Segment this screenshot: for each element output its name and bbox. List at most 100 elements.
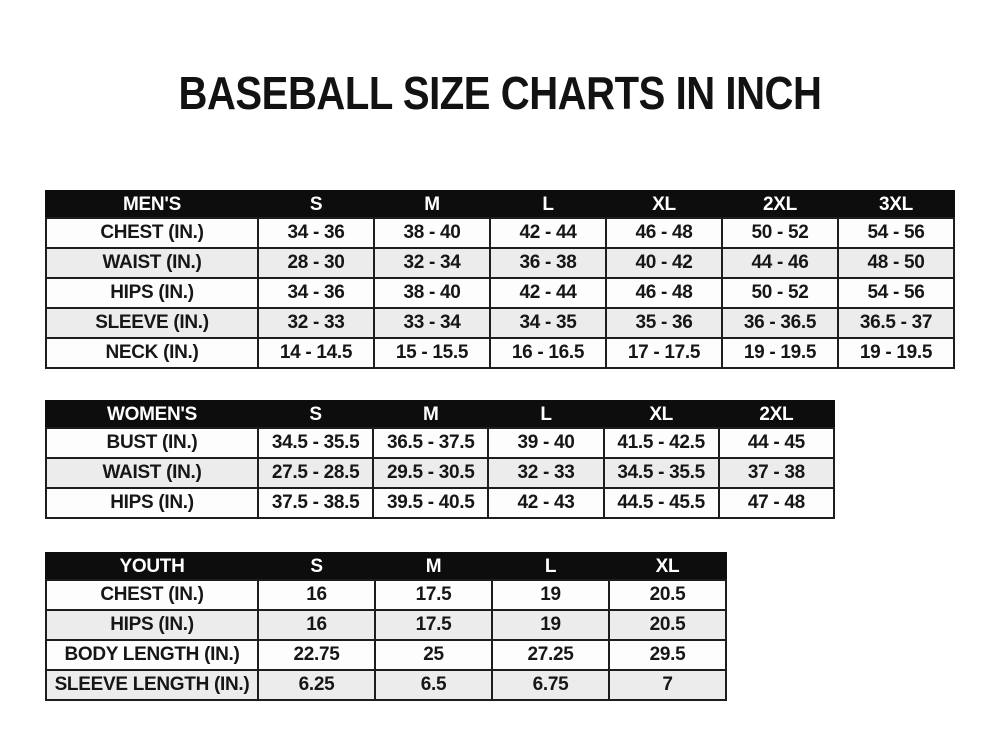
size-value-cell: 17.5 [374, 609, 493, 641]
page-title: BASEBALL SIZE CHARTS IN INCH [178, 67, 822, 119]
size-value-cell: 7 [608, 669, 727, 701]
measurement-row-label: WAIST (IN.) [45, 457, 259, 489]
size-value-cell: 34.5 - 35.5 [602, 457, 720, 489]
size-value-cell: 14 - 14.5 [257, 337, 375, 369]
size-value-cell: 36 - 38 [489, 247, 607, 279]
womens-size-table: WOMEN'S S M L XL 2XL BUST (IN.) 34.5 - 35.5 36.5… [45, 400, 836, 519]
table-row: HIPS (IN.) 16 17.5 19 20.5 [45, 609, 727, 641]
size-column-header: M [373, 190, 491, 219]
size-value-cell: 20.5 [608, 579, 727, 611]
table-row: SLEEVE (IN.) 32 - 33 33 - 34 34 - 35 35 - 36… [45, 307, 955, 339]
size-column-header: S [256, 400, 375, 429]
measurement-row-label: BUST (IN.) [45, 427, 259, 459]
size-value-cell: 28 - 30 [257, 247, 375, 279]
size-value-cell: 39.5 - 40.5 [372, 487, 490, 519]
size-value-cell: 6.25 [257, 669, 376, 701]
size-value-cell: 34.5 - 35.5 [256, 427, 375, 459]
mens-header-row: MEN'S S M L XL 2XL 3XL [45, 190, 955, 219]
size-value-cell: 38 - 40 [373, 277, 491, 309]
size-value-cell: 25 [374, 639, 493, 671]
size-column-header: 2XL [721, 190, 839, 219]
size-value-cell: 44 - 46 [721, 247, 839, 279]
mens-size-table: MEN'S S M L XL 2XL 3XL CHEST (IN.) 34 - 36 38 - 4… [45, 190, 955, 369]
size-value-cell: 35 - 36 [605, 307, 723, 339]
size-value-cell: 41.5 - 42.5 [602, 427, 720, 459]
size-value-cell: 20.5 [608, 609, 727, 641]
measurement-row-label: CHEST (IN.) [45, 579, 259, 611]
measurement-row-label: BODY LENGTH (IN.) [45, 639, 259, 671]
size-column-header: M [372, 400, 490, 429]
size-column-header: S [257, 190, 375, 219]
size-value-cell: 44 - 45 [717, 427, 836, 459]
size-value-cell: 27.25 [491, 639, 610, 671]
size-column-header: XL [605, 190, 723, 219]
size-value-cell: 34 - 36 [257, 277, 375, 309]
table-row: HIPS (IN.) 34 - 36 38 - 40 42 - 44 46 - 48 50… [45, 277, 955, 309]
youth-group-label: YOUTH [45, 552, 259, 581]
size-value-cell: 32 - 33 [487, 457, 605, 489]
size-value-cell: 19 [491, 609, 610, 641]
size-value-cell: 42 - 44 [489, 277, 607, 309]
size-value-cell: 47 - 48 [717, 487, 836, 519]
youth-size-table: YOUTH S M L XL CHEST (IN.) 16 17.5 19 20.5 HIPS (I… [45, 552, 727, 701]
size-value-cell: 34 - 35 [489, 307, 607, 339]
size-value-cell: 54 - 56 [837, 217, 955, 249]
size-column-header: 2XL [717, 400, 836, 429]
size-value-cell: 17 - 17.5 [605, 337, 723, 369]
womens-size-table-container: WOMEN'S S M L XL 2XL BUST (IN.) 34.5 - 35.5 36.5… [45, 400, 836, 519]
size-value-cell: 33 - 34 [373, 307, 491, 339]
size-value-cell: 29.5 - 30.5 [372, 457, 490, 489]
measurement-row-label: HIPS (IN.) [45, 487, 259, 519]
size-value-cell: 27.5 - 28.5 [256, 457, 375, 489]
size-value-cell: 36.5 - 37 [837, 307, 955, 339]
size-value-cell: 37.5 - 38.5 [256, 487, 375, 519]
size-value-cell: 19 - 19.5 [721, 337, 839, 369]
size-value-cell: 6.5 [374, 669, 493, 701]
mens-group-label: MEN'S [45, 190, 259, 219]
measurement-row-label: WAIST (IN.) [45, 247, 259, 279]
size-column-header: 3XL [837, 190, 955, 219]
size-column-header: L [491, 552, 610, 581]
size-value-cell: 42 - 43 [487, 487, 605, 519]
size-column-header: M [374, 552, 493, 581]
table-row: BUST (IN.) 34.5 - 35.5 36.5 - 37.5 39 - 40 4… [45, 427, 836, 459]
size-value-cell: 36.5 - 37.5 [372, 427, 490, 459]
table-row: NECK (IN.) 14 - 14.5 15 - 15.5 16 - 16.5 17 … [45, 337, 955, 369]
size-value-cell: 40 - 42 [605, 247, 723, 279]
size-value-cell: 32 - 33 [257, 307, 375, 339]
measurement-row-label: HIPS (IN.) [45, 277, 259, 309]
table-row: BODY LENGTH (IN.) 22.75 25 27.25 29.5 [45, 639, 727, 671]
size-value-cell: 36 - 36.5 [721, 307, 839, 339]
table-row: WAIST (IN.) 28 - 30 32 - 34 36 - 38 40 - 42 4… [45, 247, 955, 279]
size-value-cell: 19 - 19.5 [837, 337, 955, 369]
size-value-cell: 22.75 [257, 639, 376, 671]
size-value-cell: 16 [257, 609, 376, 641]
measurement-row-label: NECK (IN.) [45, 337, 259, 369]
size-value-cell: 19 [491, 579, 610, 611]
size-value-cell: 39 - 40 [487, 427, 605, 459]
size-value-cell: 6.75 [491, 669, 610, 701]
size-column-header: S [257, 552, 376, 581]
table-row: WAIST (IN.) 27.5 - 28.5 29.5 - 30.5 32 - 33… [45, 457, 836, 489]
size-value-cell: 17.5 [374, 579, 493, 611]
size-value-cell: 16 - 16.5 [489, 337, 607, 369]
size-value-cell: 44.5 - 45.5 [602, 487, 720, 519]
table-row: HIPS (IN.) 37.5 - 38.5 39.5 - 40.5 42 - 43 4… [45, 487, 836, 519]
size-value-cell: 16 [257, 579, 376, 611]
table-row: CHEST (IN.) 16 17.5 19 20.5 [45, 579, 727, 611]
size-value-cell: 34 - 36 [257, 217, 375, 249]
size-column-header: L [487, 400, 605, 429]
size-value-cell: 15 - 15.5 [373, 337, 491, 369]
size-value-cell: 37 - 38 [717, 457, 836, 489]
size-value-cell: 38 - 40 [373, 217, 491, 249]
size-value-cell: 46 - 48 [605, 217, 723, 249]
table-row: CHEST (IN.) 34 - 36 38 - 40 42 - 44 46 - 48 5… [45, 217, 955, 249]
youth-header-row: YOUTH S M L XL [45, 552, 727, 581]
womens-header-row: WOMEN'S S M L XL 2XL [45, 400, 836, 429]
youth-size-table-container: YOUTH S M L XL CHEST (IN.) 16 17.5 19 20.5 HIPS (I… [45, 552, 727, 701]
size-value-cell: 50 - 52 [721, 277, 839, 309]
mens-size-table-container: MEN'S S M L XL 2XL 3XL CHEST (IN.) 34 - 36 38 - 4… [45, 190, 955, 369]
size-value-cell: 29.5 [608, 639, 727, 671]
table-row: SLEEVE LENGTH (IN.) 6.25 6.5 6.75 7 [45, 669, 727, 701]
measurement-row-label: SLEEVE LENGTH (IN.) [45, 669, 259, 701]
